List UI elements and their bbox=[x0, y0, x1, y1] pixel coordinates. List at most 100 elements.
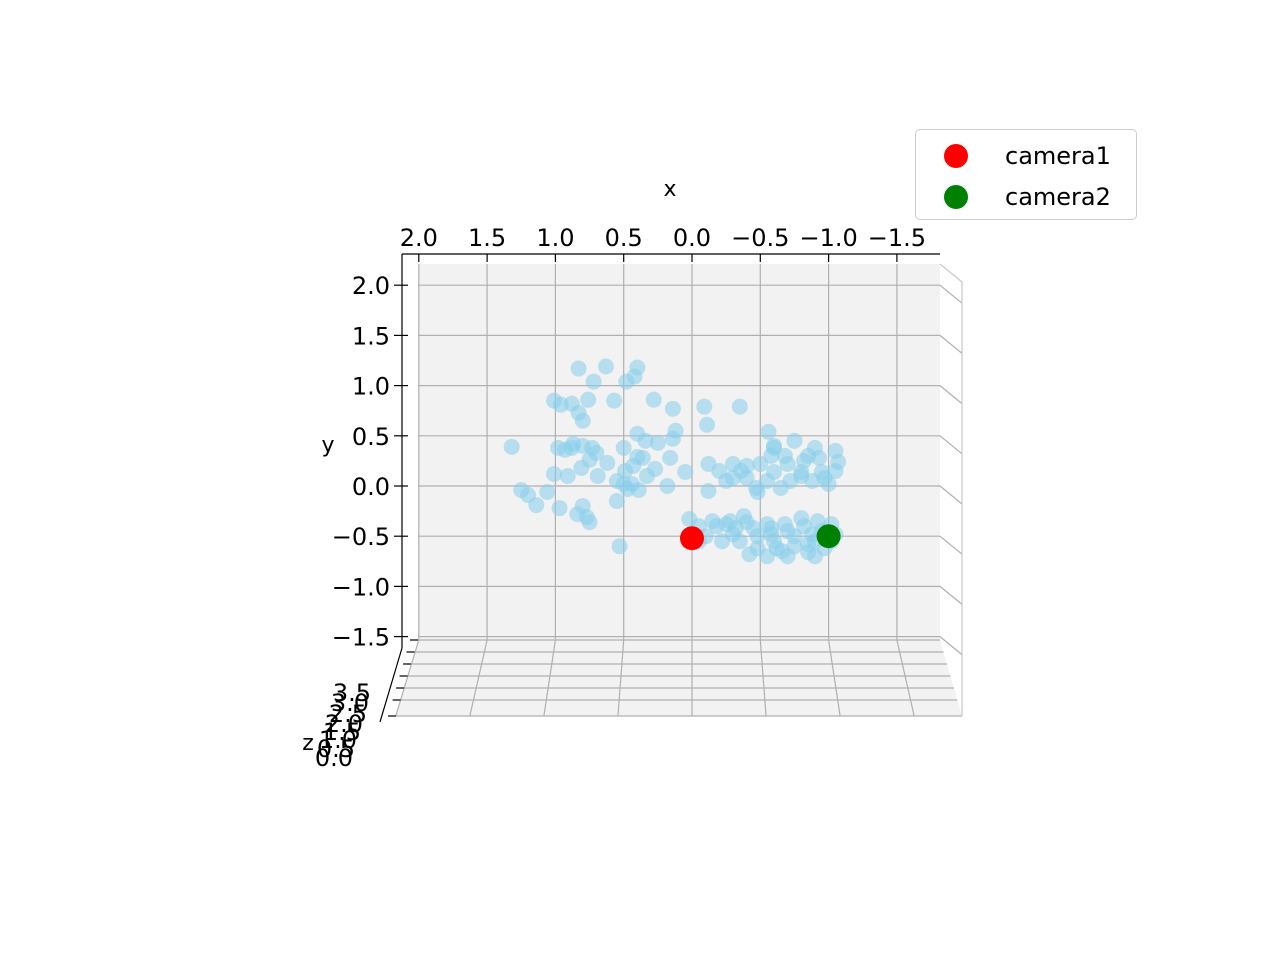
side-gridline bbox=[939, 585, 963, 605]
scatter-point bbox=[735, 508, 752, 525]
scatter-point bbox=[696, 398, 713, 415]
scatter-point bbox=[760, 423, 777, 440]
data-points bbox=[503, 358, 847, 565]
side-gridline bbox=[939, 636, 963, 656]
scatter-point bbox=[662, 449, 679, 466]
z-axis-line bbox=[379, 647, 403, 723]
scatter-point bbox=[809, 513, 826, 530]
scatter-point bbox=[786, 528, 803, 545]
scatter-point bbox=[664, 400, 681, 417]
scatter-point bbox=[804, 472, 821, 489]
legend: camera1 camera2 bbox=[915, 129, 1137, 220]
scatter-point bbox=[573, 459, 590, 476]
legend-label-camera1: camera1 bbox=[1005, 142, 1111, 170]
scatter-point bbox=[741, 546, 758, 563]
scatter-point bbox=[649, 434, 666, 451]
x-tick-label: −1.5 bbox=[868, 224, 926, 252]
legend-marker-camera2 bbox=[944, 185, 968, 209]
floor-gridline bbox=[759, 639, 767, 717]
scatter-point bbox=[563, 439, 580, 456]
side-gridline bbox=[939, 385, 963, 405]
scatter-point bbox=[827, 442, 844, 459]
legend-label-camera2: camera2 bbox=[1005, 183, 1111, 211]
scatter-point bbox=[759, 472, 776, 489]
scatter-point bbox=[763, 526, 780, 543]
floor-gridline bbox=[543, 639, 556, 717]
z-tick-label: 0.5 bbox=[317, 735, 355, 763]
x-axis-ticks: 2.0 1.5 1.0 0.5 0.0 −0.5 −1.0 −1.5 bbox=[400, 224, 926, 262]
scatter-point bbox=[625, 457, 642, 474]
y-tick-label: −1.5 bbox=[332, 624, 390, 652]
scatter-point bbox=[626, 368, 643, 385]
side-gridline bbox=[939, 485, 963, 505]
scatter-point bbox=[528, 497, 545, 514]
y-tick-label: −0.5 bbox=[332, 523, 390, 551]
scatter-point bbox=[776, 516, 793, 533]
scatter-point bbox=[774, 543, 791, 560]
y-tick-label: −1.0 bbox=[332, 573, 390, 601]
scatter-point bbox=[597, 358, 614, 375]
legend-marker-camera1 bbox=[944, 144, 968, 168]
z-tick-label: 3.5 bbox=[333, 679, 371, 707]
scatter-point bbox=[677, 463, 694, 480]
z-tick-label: 3.0 bbox=[331, 689, 369, 717]
y-tick-label: 0.5 bbox=[352, 423, 390, 451]
scatter-point bbox=[585, 373, 602, 390]
scatter-point bbox=[796, 452, 813, 469]
back-pane bbox=[418, 264, 940, 640]
y-axis-ticks: 2.0 1.5 1.0 0.5 0.0 −0.5 −1.0 −1.5 bbox=[332, 272, 408, 652]
scatter-point bbox=[749, 484, 766, 501]
z-axis-ticks: 3.53.02.52.01.51.00.50.0 bbox=[315, 639, 418, 772]
scatter-point bbox=[731, 398, 748, 415]
scatter-point bbox=[589, 467, 606, 484]
scatter-point bbox=[786, 432, 803, 449]
x-tick-label: 1.0 bbox=[536, 224, 574, 252]
scatter-point bbox=[645, 391, 662, 408]
z-tick-label: 2.5 bbox=[329, 700, 367, 728]
scatter-point bbox=[718, 516, 735, 533]
scatter-point bbox=[619, 481, 636, 498]
x-tick-label: 0.0 bbox=[673, 224, 711, 252]
floor-gridline bbox=[617, 639, 625, 717]
scatter-point bbox=[503, 438, 520, 455]
legend-item-camera1: camera1 bbox=[916, 140, 1136, 172]
floor-pane bbox=[396, 640, 962, 716]
scatter-point bbox=[733, 462, 750, 479]
scatter-point bbox=[574, 412, 591, 429]
scatter-point bbox=[546, 465, 563, 482]
floor-gridline bbox=[395, 639, 420, 717]
camera2-point bbox=[816, 524, 841, 549]
scatter-point bbox=[811, 449, 828, 466]
scatter-point bbox=[539, 484, 556, 501]
scatter-point bbox=[581, 514, 598, 531]
scatter-point bbox=[800, 536, 817, 553]
scatter-point bbox=[776, 447, 793, 464]
scatter-point bbox=[580, 391, 597, 408]
scatter-point bbox=[559, 467, 576, 484]
side-gridline bbox=[939, 535, 963, 555]
z-axis-label: z bbox=[302, 731, 314, 756]
scatter-point bbox=[752, 455, 769, 472]
scatter-point bbox=[704, 513, 721, 530]
x-tick-label: 1.5 bbox=[468, 224, 506, 252]
x-tick-label: −0.5 bbox=[731, 224, 789, 252]
scatter-point bbox=[615, 439, 632, 456]
scatter-point bbox=[718, 472, 735, 489]
scatter-point bbox=[638, 467, 655, 484]
scatter-point bbox=[608, 472, 625, 489]
scatter-point bbox=[699, 416, 716, 433]
scatter-point bbox=[782, 472, 799, 489]
y-tick-label: 1.0 bbox=[352, 373, 390, 401]
y-tick-label: 0.0 bbox=[352, 473, 390, 501]
scatter-point bbox=[667, 422, 684, 439]
scatter-point bbox=[700, 455, 717, 472]
scatter-point bbox=[793, 510, 810, 527]
scatter-point bbox=[551, 500, 568, 517]
x-tick-label: 2.0 bbox=[400, 224, 438, 252]
scatter-point bbox=[637, 432, 654, 449]
scatter-point bbox=[599, 454, 616, 471]
x-tick-label: 0.5 bbox=[605, 224, 643, 252]
scatter-point bbox=[608, 493, 625, 510]
floor-gridline bbox=[896, 639, 915, 717]
